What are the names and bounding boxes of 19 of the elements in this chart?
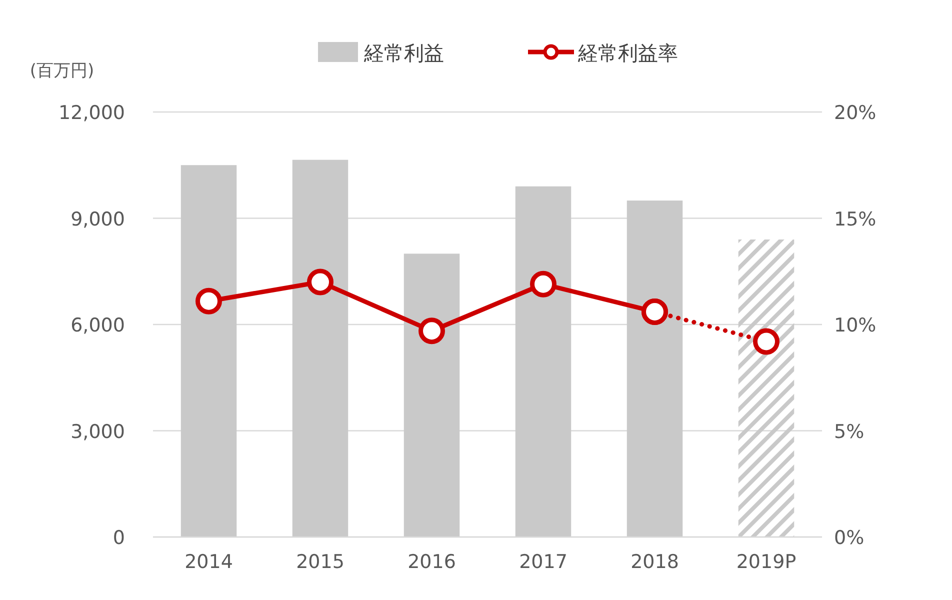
x-tick-label: 2019P (736, 551, 796, 573)
y-tick-label: 3,000 (70, 420, 125, 443)
y2-tick-label: 5% (834, 420, 864, 443)
x-tick-label: 2018 (630, 551, 679, 573)
y-tick-label: 12,000 (58, 102, 125, 124)
y-tick-label: 0 (112, 527, 125, 549)
y2-tick-label: 10% (834, 314, 876, 336)
y-axis-title: (百万円) (30, 61, 94, 81)
y2-tick-label: 0% (834, 527, 864, 549)
y2-tick-label: 20% (834, 102, 876, 124)
y-tick-label: 6,000 (70, 314, 125, 336)
x-tick-label: 2017 (519, 551, 568, 573)
y2-tick-label: 15% (834, 208, 876, 230)
legend-label: 経常利益率 (577, 41, 678, 65)
x-tick-label: 2014 (184, 551, 233, 573)
legend-label: 経常利益 (363, 41, 444, 65)
x-tick-label: 2016 (408, 551, 456, 573)
y-tick-label: 9,000 (70, 208, 125, 230)
x-tick-label: 2015 (296, 551, 344, 573)
